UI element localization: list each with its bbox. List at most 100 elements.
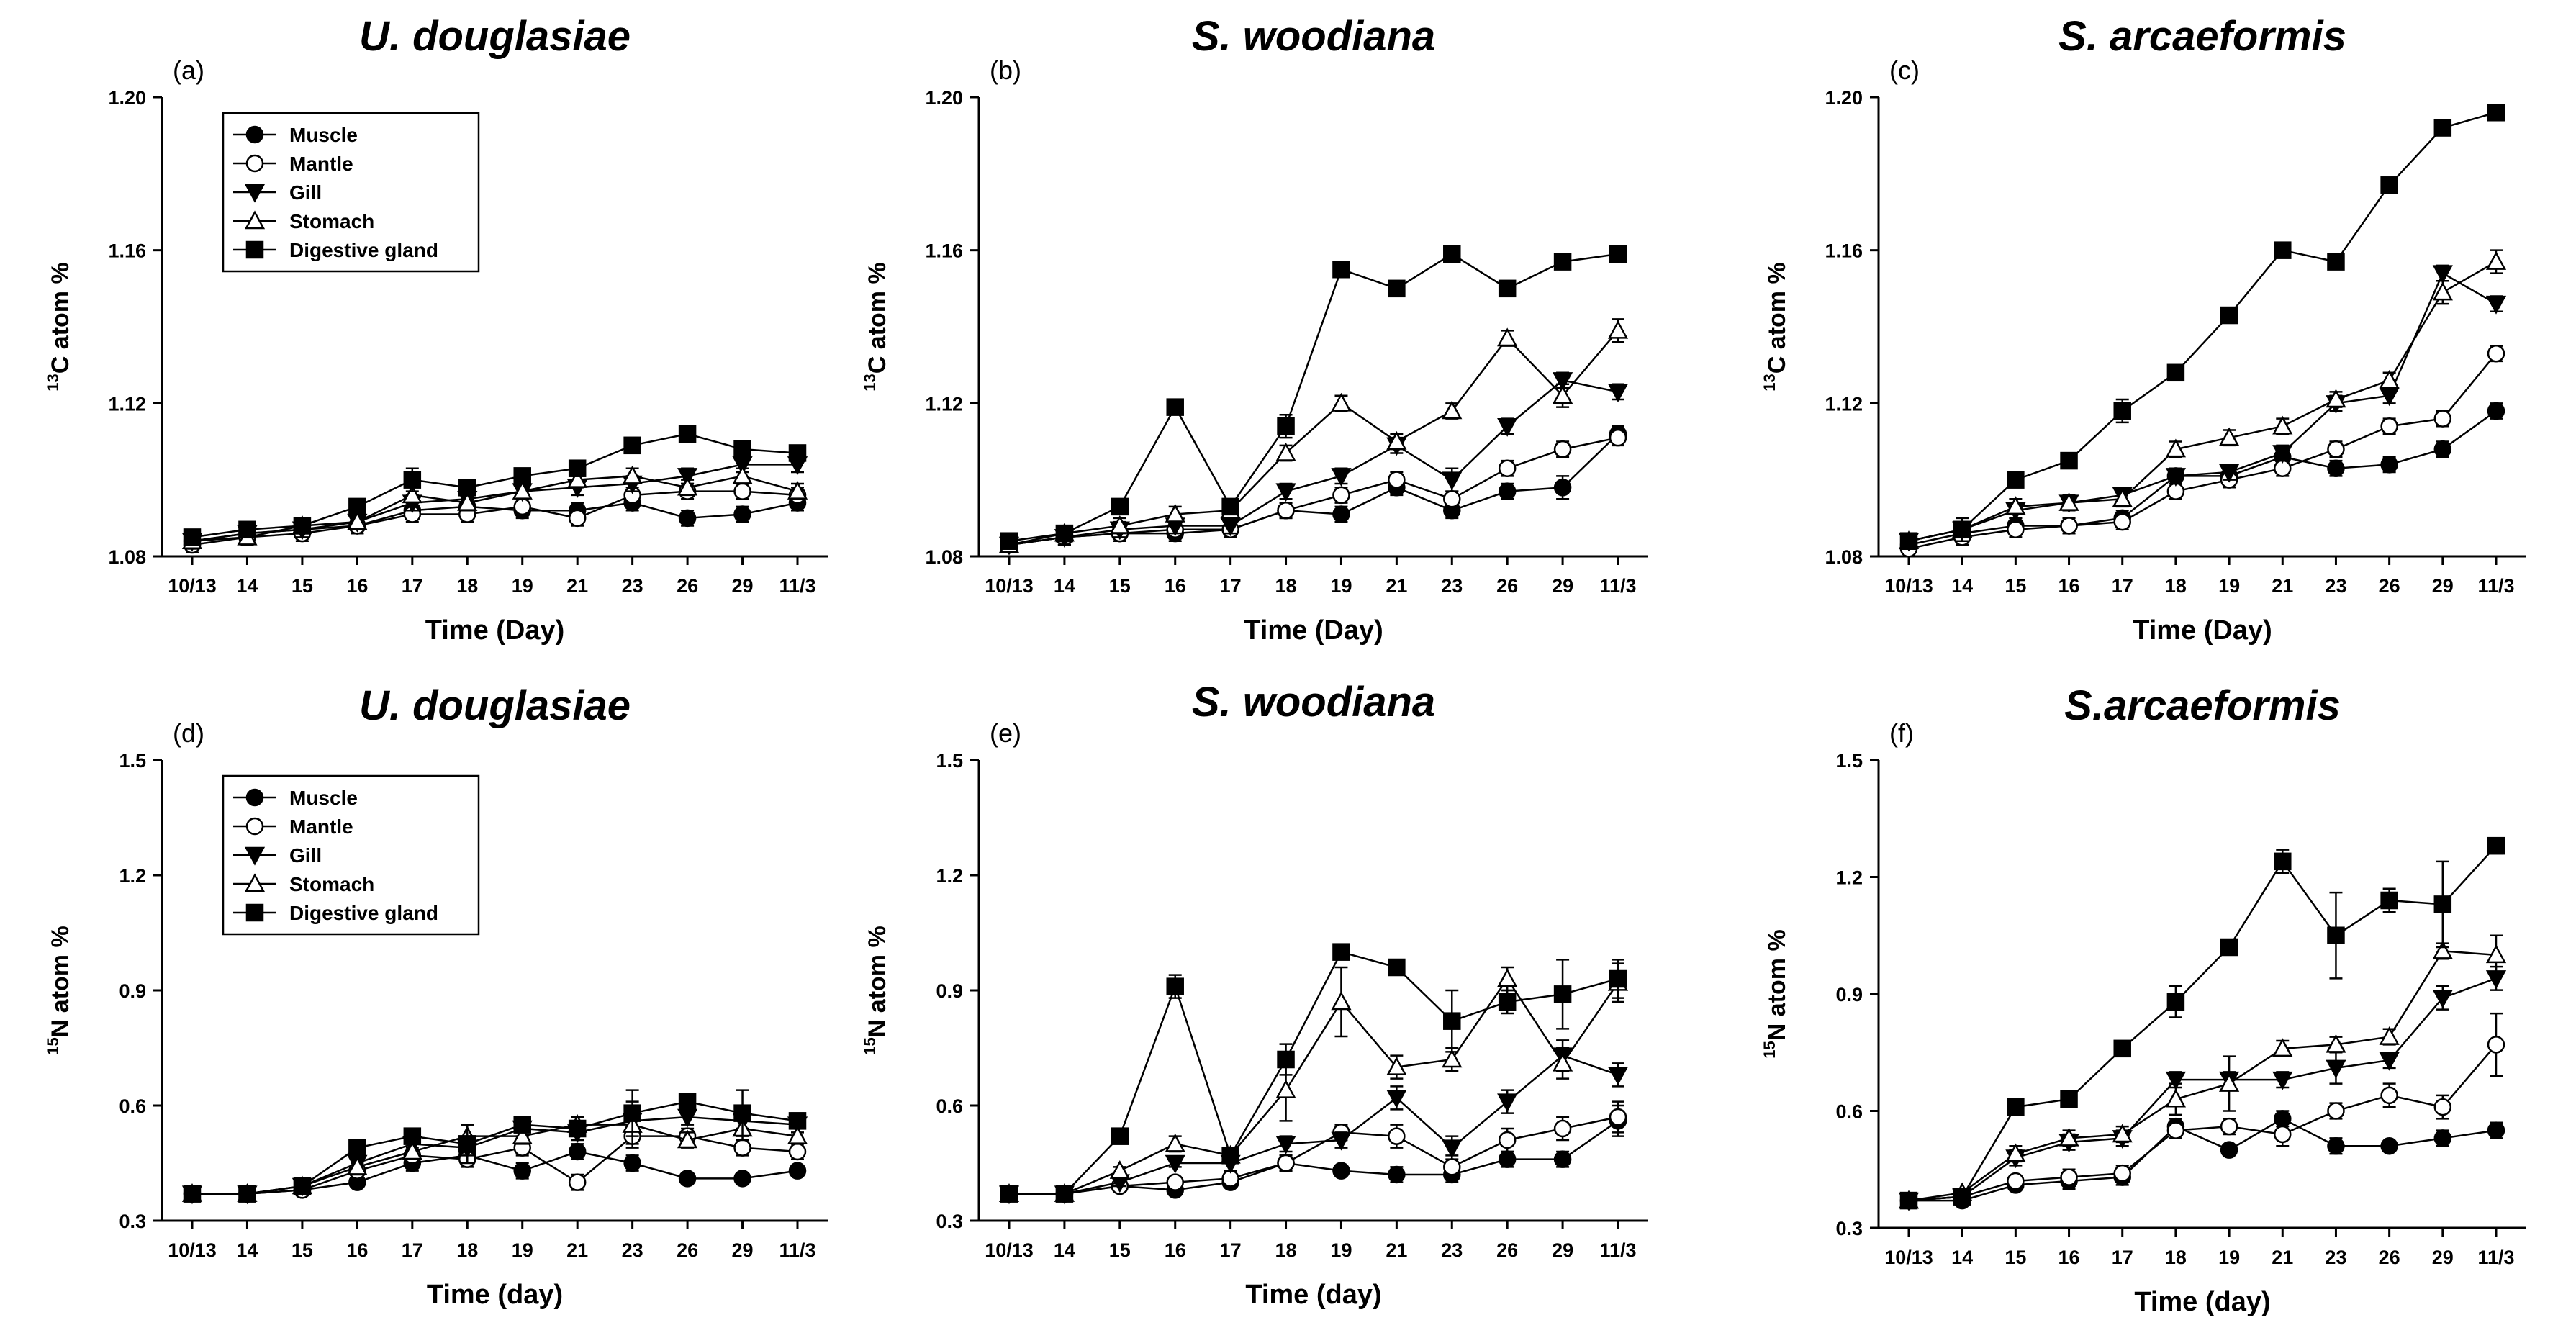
panel-c: S. arcaeformis (c) 1.08 1.12 1.16 1.20 10/13 14… [1761, 13, 2526, 646]
data-point [2487, 1036, 2505, 1054]
x-tick-label: 16 [346, 575, 368, 597]
series-line [192, 1135, 798, 1195]
legend-marker [245, 788, 264, 807]
data-point [2272, 445, 2293, 464]
data-point [733, 440, 751, 458]
data-point [2485, 944, 2507, 964]
x-tick-label: 11/3 [779, 575, 815, 597]
data-point [1443, 245, 1461, 263]
data-point [2380, 1137, 2398, 1155]
data-point [1609, 1108, 1627, 1126]
data-point [1332, 1162, 1350, 1180]
data-point [402, 1141, 422, 1160]
data-point [733, 1104, 751, 1122]
data-point [1899, 1191, 1918, 1210]
data-point [2485, 295, 2507, 315]
series-gill [998, 371, 1629, 556]
data-point [2327, 459, 2345, 477]
data-point [293, 517, 312, 535]
data-point [513, 1116, 531, 1134]
y-tick-label: 1.16 [108, 240, 146, 262]
data-point [1275, 1080, 1296, 1098]
data-point [788, 1162, 807, 1180]
data-point [403, 1127, 422, 1145]
data-point [622, 465, 643, 484]
data-point [2379, 1052, 2400, 1071]
data-point [787, 481, 808, 500]
y-axis-label-isotope: 13 [44, 374, 62, 391]
data-point [2326, 1034, 2346, 1053]
data-point [787, 1126, 808, 1144]
x-tick-label: 18 [2165, 575, 2187, 597]
x-axis-label: Time (Day) [425, 615, 565, 646]
data-point [2220, 1117, 2238, 1136]
data-point [2379, 369, 2400, 389]
x-tick-label: 15 [2005, 1247, 2026, 1268]
legend-label: Stomach [289, 210, 374, 232]
x-tick-label: 14 [236, 575, 258, 597]
data-point [403, 471, 422, 489]
data-point [1166, 1173, 1184, 1191]
data-point [1443, 1012, 1461, 1030]
series-mantle [1899, 344, 2505, 558]
y-tick-label: 0.9 [936, 980, 963, 1002]
y-axis-label-text: C atom % [1763, 262, 1791, 374]
series-line [1009, 977, 1619, 1195]
data-point [678, 425, 697, 443]
series-muscle [183, 1142, 807, 1203]
data-point [2166, 993, 2185, 1011]
data-point [1498, 279, 1517, 298]
data-point [2007, 520, 2025, 539]
data-point [1609, 428, 1627, 447]
data-point [1497, 968, 1518, 987]
data-point [1332, 486, 1350, 505]
data-point [1055, 524, 1074, 543]
legend-label: Digestive gland [289, 239, 438, 261]
data-point [1498, 1150, 1517, 1168]
panel-a: U. douglasiae (a) 1.08 1.12 1.16 1.20 10/13 14 1… [44, 13, 828, 646]
data-point [2060, 517, 2078, 535]
data-point [2272, 1038, 2293, 1057]
x-tick-label: 26 [2379, 575, 2400, 597]
data-point [1331, 991, 1352, 1011]
series-digestive-gland [183, 425, 807, 546]
series-line [1908, 271, 2497, 542]
data-point [1498, 993, 1517, 1011]
data-point [1609, 969, 1627, 988]
legend-label: Gill [289, 181, 322, 204]
x-tick-label: 14 [1951, 575, 1973, 597]
data-point [183, 1185, 202, 1203]
data-point [1607, 1067, 1629, 1085]
y-tick-label: 1.5 [1835, 750, 1863, 772]
x-tick-label: 19 [512, 575, 533, 597]
legend: Muscle Mantle Gill Stomach Digestive gland [222, 774, 480, 936]
legend: Muscle Mantle Gill Stomach Digestive gland [222, 112, 480, 273]
data-point [1443, 1158, 1461, 1176]
data-point [1442, 471, 1463, 491]
y-tick-label: 1.2 [936, 865, 963, 887]
x-tick-label: 29 [732, 575, 754, 597]
y-axis-label-text: C atom % [864, 262, 891, 374]
data-point [1553, 1150, 1572, 1168]
panel-e: S. woodiana (e) 0.3 0.6 0.9 1.2 1.5 10/13 14 15 16… [861, 679, 1648, 1310]
y-axis-label-isotope: 15 [44, 1037, 62, 1054]
data-point [1332, 943, 1350, 961]
series-mantle [183, 1127, 807, 1203]
data-point [2485, 251, 2507, 270]
x-tick-label: 17 [402, 575, 423, 597]
x-tick-label: 23 [2325, 575, 2346, 597]
data-point [1553, 440, 1572, 458]
series-line [1008, 253, 1619, 542]
x-tick-label: 18 [1275, 575, 1297, 597]
x-tick-label: 15 [2005, 575, 2026, 597]
data-point [1953, 520, 1971, 539]
x-tick-label: 26 [1496, 1239, 1518, 1261]
data-point [402, 484, 422, 504]
series-mantle [183, 482, 807, 554]
x-tick-label: 16 [2058, 575, 2080, 597]
legend-marker [244, 846, 266, 866]
series-digestive-gland [1899, 104, 2505, 550]
y-tick-label: 0.6 [936, 1095, 963, 1117]
data-point [678, 1170, 697, 1188]
